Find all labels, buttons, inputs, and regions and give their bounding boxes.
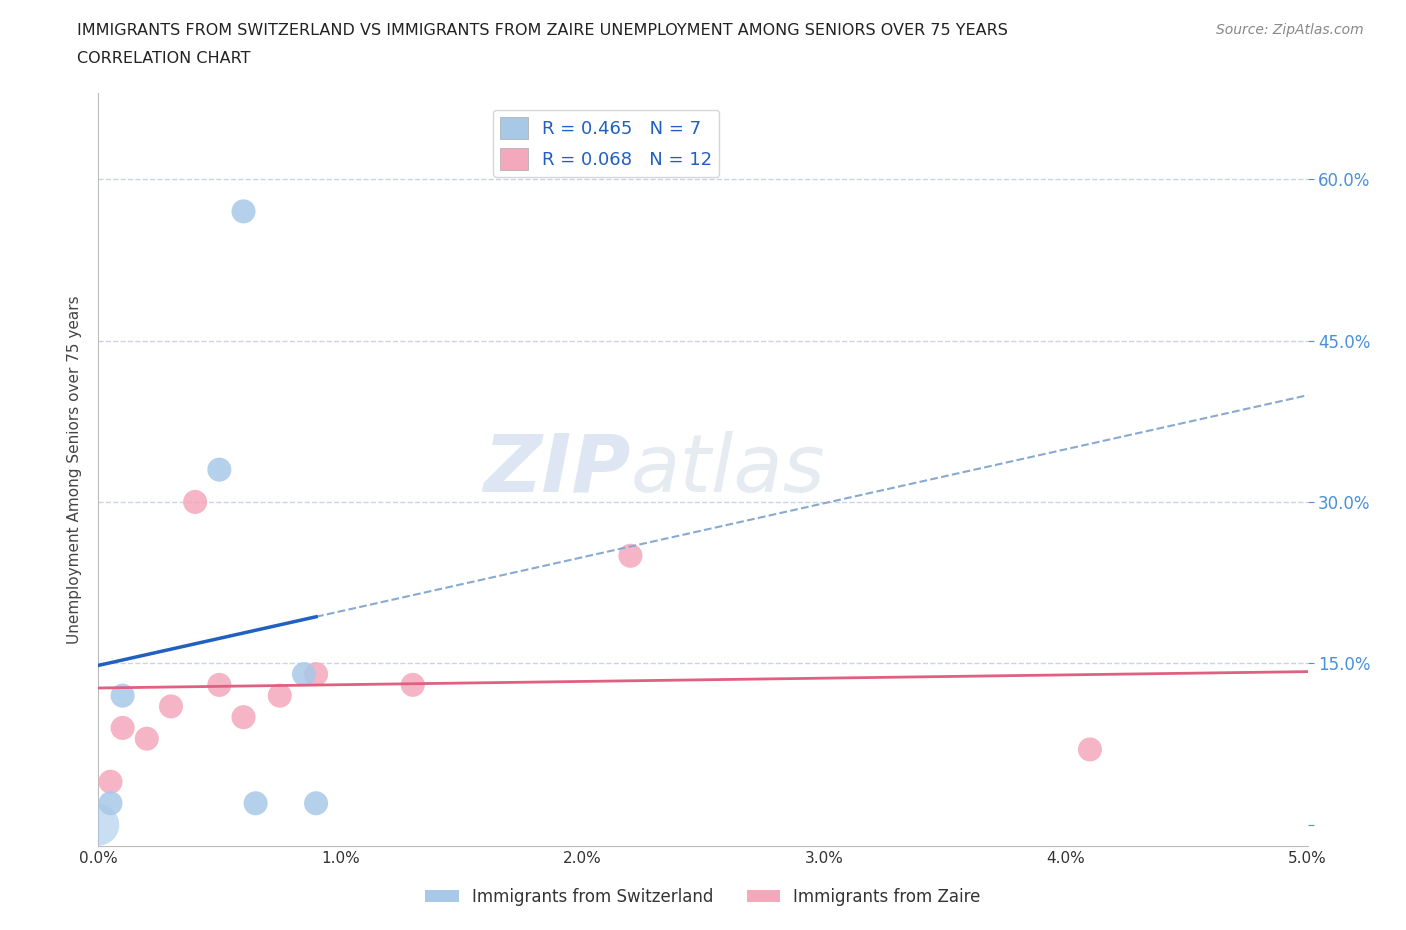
Point [111, 721, 134, 736]
Text: CORRELATION CHART: CORRELATION CHART [77, 51, 250, 66]
Point [160, 699, 183, 714]
Point [100, 775, 122, 790]
Legend: Immigrants from Switzerland, Immigrants from Zaire: Immigrants from Switzerland, Immigrants … [419, 881, 987, 912]
Point [111, 688, 134, 703]
Point [305, 667, 328, 682]
Point [232, 204, 254, 219]
Point [208, 462, 231, 477]
Legend: R = 0.465   N = 7, R = 0.068   N = 12: R = 0.465 N = 7, R = 0.068 N = 12 [494, 110, 720, 177]
Text: atlas: atlas [630, 431, 825, 509]
Point [305, 796, 328, 811]
Point [87, 817, 110, 832]
Point [619, 549, 641, 564]
Point [1078, 742, 1101, 757]
Point [292, 667, 315, 682]
Point [135, 731, 157, 746]
Point [245, 796, 267, 811]
Text: IMMIGRANTS FROM SWITZERLAND VS IMMIGRANTS FROM ZAIRE UNEMPLOYMENT AMONG SENIORS : IMMIGRANTS FROM SWITZERLAND VS IMMIGRANT… [77, 23, 1008, 38]
Y-axis label: Unemployment Among Seniors over 75 years: Unemployment Among Seniors over 75 years [67, 296, 83, 644]
Point [184, 495, 207, 510]
Point [402, 677, 425, 692]
Text: ZIP: ZIP [484, 431, 630, 509]
Point [232, 710, 254, 724]
Text: Source: ZipAtlas.com: Source: ZipAtlas.com [1216, 23, 1364, 37]
Point [269, 688, 291, 703]
Point [100, 796, 122, 811]
Point [208, 677, 231, 692]
